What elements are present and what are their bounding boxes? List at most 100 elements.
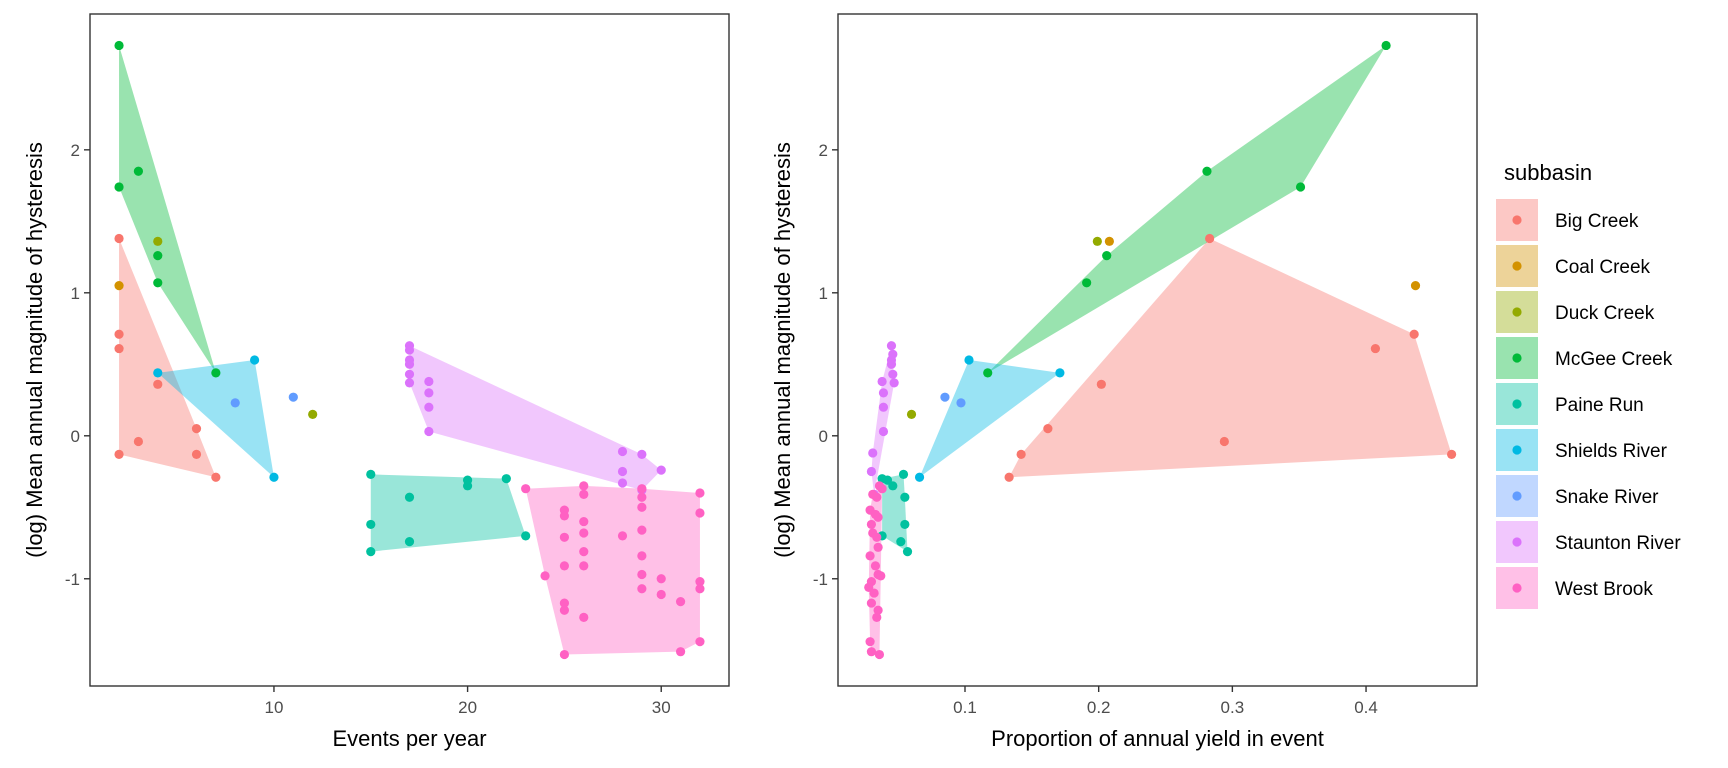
point-west-brook: [873, 605, 883, 615]
legend-point-icon: [1512, 445, 1522, 455]
y-tick-label: 2: [71, 141, 80, 160]
point-paine-run: [888, 481, 898, 491]
point-big-creek: [153, 379, 163, 389]
point-staunton-river: [424, 426, 434, 437]
y-tick-label: 0: [71, 427, 80, 446]
point-big-creek: [1219, 436, 1229, 447]
legend-item-coal-creek: Coal Creek: [1496, 245, 1651, 287]
point-west-brook: [637, 569, 647, 580]
point-big-creek: [114, 343, 124, 354]
point-west-brook: [637, 551, 647, 561]
x-axis-title: Proportion of annual yield in event: [991, 726, 1324, 751]
point-staunton-river: [888, 369, 898, 379]
point-shields-river: [1055, 368, 1065, 378]
legend-point-icon: [1512, 583, 1522, 593]
point-duck-creek: [308, 409, 318, 419]
point-staunton-river: [424, 402, 434, 412]
point-west-brook: [695, 584, 705, 594]
point-west-brook: [579, 547, 589, 557]
x-tick-label: 0.3: [1221, 698, 1245, 717]
point-mcgee-creek: [211, 368, 221, 378]
point-shields-river: [269, 472, 279, 482]
point-paine-run: [521, 531, 531, 541]
point-mcgee-creek: [153, 251, 163, 261]
point-staunton-river: [868, 448, 878, 458]
legend-item-snake-river: Snake River: [1496, 475, 1659, 517]
point-paine-run: [366, 547, 376, 557]
hull-shields-river: [919, 360, 1060, 478]
legend: subbasin Big Creek Coal Creek Duck Creek Mc…: [1496, 160, 1681, 609]
point-staunton-river: [637, 449, 647, 459]
point-big-creek: [1205, 233, 1215, 244]
point-mcgee-creek: [1102, 251, 1112, 261]
plot-background: [838, 14, 1477, 686]
x-tick-label: 10: [264, 698, 283, 717]
point-staunton-river: [886, 359, 897, 369]
point-west-brook: [869, 588, 879, 598]
point-west-brook: [521, 484, 531, 494]
point-big-creek: [1409, 329, 1419, 339]
point-shields-river: [153, 368, 163, 378]
point-big-creek: [1043, 424, 1053, 434]
y-axis-title: (log) Mean annual magnitude of hysteresi…: [770, 142, 795, 558]
point-west-brook: [579, 528, 589, 538]
point-west-brook: [870, 561, 881, 571]
point-west-brook: [872, 492, 882, 502]
point-big-creek: [1004, 472, 1014, 482]
point-west-brook: [866, 519, 877, 530]
point-big-creek: [133, 436, 144, 447]
y-tick-label: 1: [71, 284, 80, 303]
point-west-brook: [637, 584, 647, 594]
point-snake-river: [288, 392, 298, 402]
legend-label: Paine Run: [1555, 395, 1644, 416]
legend-item-big-creek: Big Creek: [1496, 199, 1639, 241]
point-big-creek: [114, 233, 124, 244]
point-paine-run: [366, 469, 376, 479]
point-staunton-river: [878, 426, 889, 437]
point-big-creek: [1370, 343, 1381, 354]
point-staunton-river: [877, 376, 887, 387]
point-mcgee-creek: [1381, 40, 1391, 51]
point-big-creek: [191, 424, 202, 434]
legend-label: Staunton River: [1555, 533, 1681, 554]
point-west-brook: [873, 542, 883, 552]
point-paine-run: [900, 492, 910, 502]
x-tick-label: 0.1: [953, 698, 977, 717]
y-tick-label: 1: [819, 284, 828, 303]
point-paine-run: [900, 519, 910, 530]
y-axis-title: (log) Mean annual magnitude of hysteresi…: [22, 142, 47, 558]
point-paine-run: [501, 474, 511, 484]
point-snake-river: [940, 392, 950, 402]
point-coal-creek: [1104, 236, 1114, 246]
point-staunton-river: [404, 345, 415, 355]
point-big-creek: [1447, 449, 1457, 459]
point-paine-run: [902, 547, 913, 557]
point-duck-creek: [906, 409, 917, 419]
legend-label: Shields River: [1555, 441, 1668, 462]
legend-item-paine-run: Paine Run: [1496, 383, 1644, 425]
point-paine-run: [462, 481, 473, 491]
hull-staunton-river: [409, 345, 662, 491]
point-big-creek: [114, 449, 124, 459]
legend-point-icon: [1512, 399, 1522, 409]
point-west-brook: [559, 649, 570, 660]
legend-point-icon: [1512, 491, 1522, 501]
point-west-brook: [559, 605, 570, 615]
point-coal-creek: [114, 281, 124, 291]
point-west-brook: [579, 612, 589, 622]
legend-item-mcgee-creek: McGee Creek: [1496, 337, 1673, 379]
legend-point-icon: [1512, 537, 1522, 547]
panel-border: [837, 13, 1478, 687]
legend-point-icon: [1512, 215, 1522, 225]
x-tick-label: 0.2: [1087, 698, 1111, 717]
point-shields-river: [914, 472, 925, 482]
point-staunton-river: [878, 388, 889, 398]
hull-mcgee-creek: [119, 45, 216, 373]
point-big-creek: [191, 449, 202, 459]
point-west-brook: [637, 484, 647, 494]
point-west-brook: [637, 492, 647, 502]
point-west-brook: [675, 647, 686, 657]
hull-staunton-river: [871, 345, 895, 495]
hull-mcgee-creek: [987, 45, 1387, 373]
